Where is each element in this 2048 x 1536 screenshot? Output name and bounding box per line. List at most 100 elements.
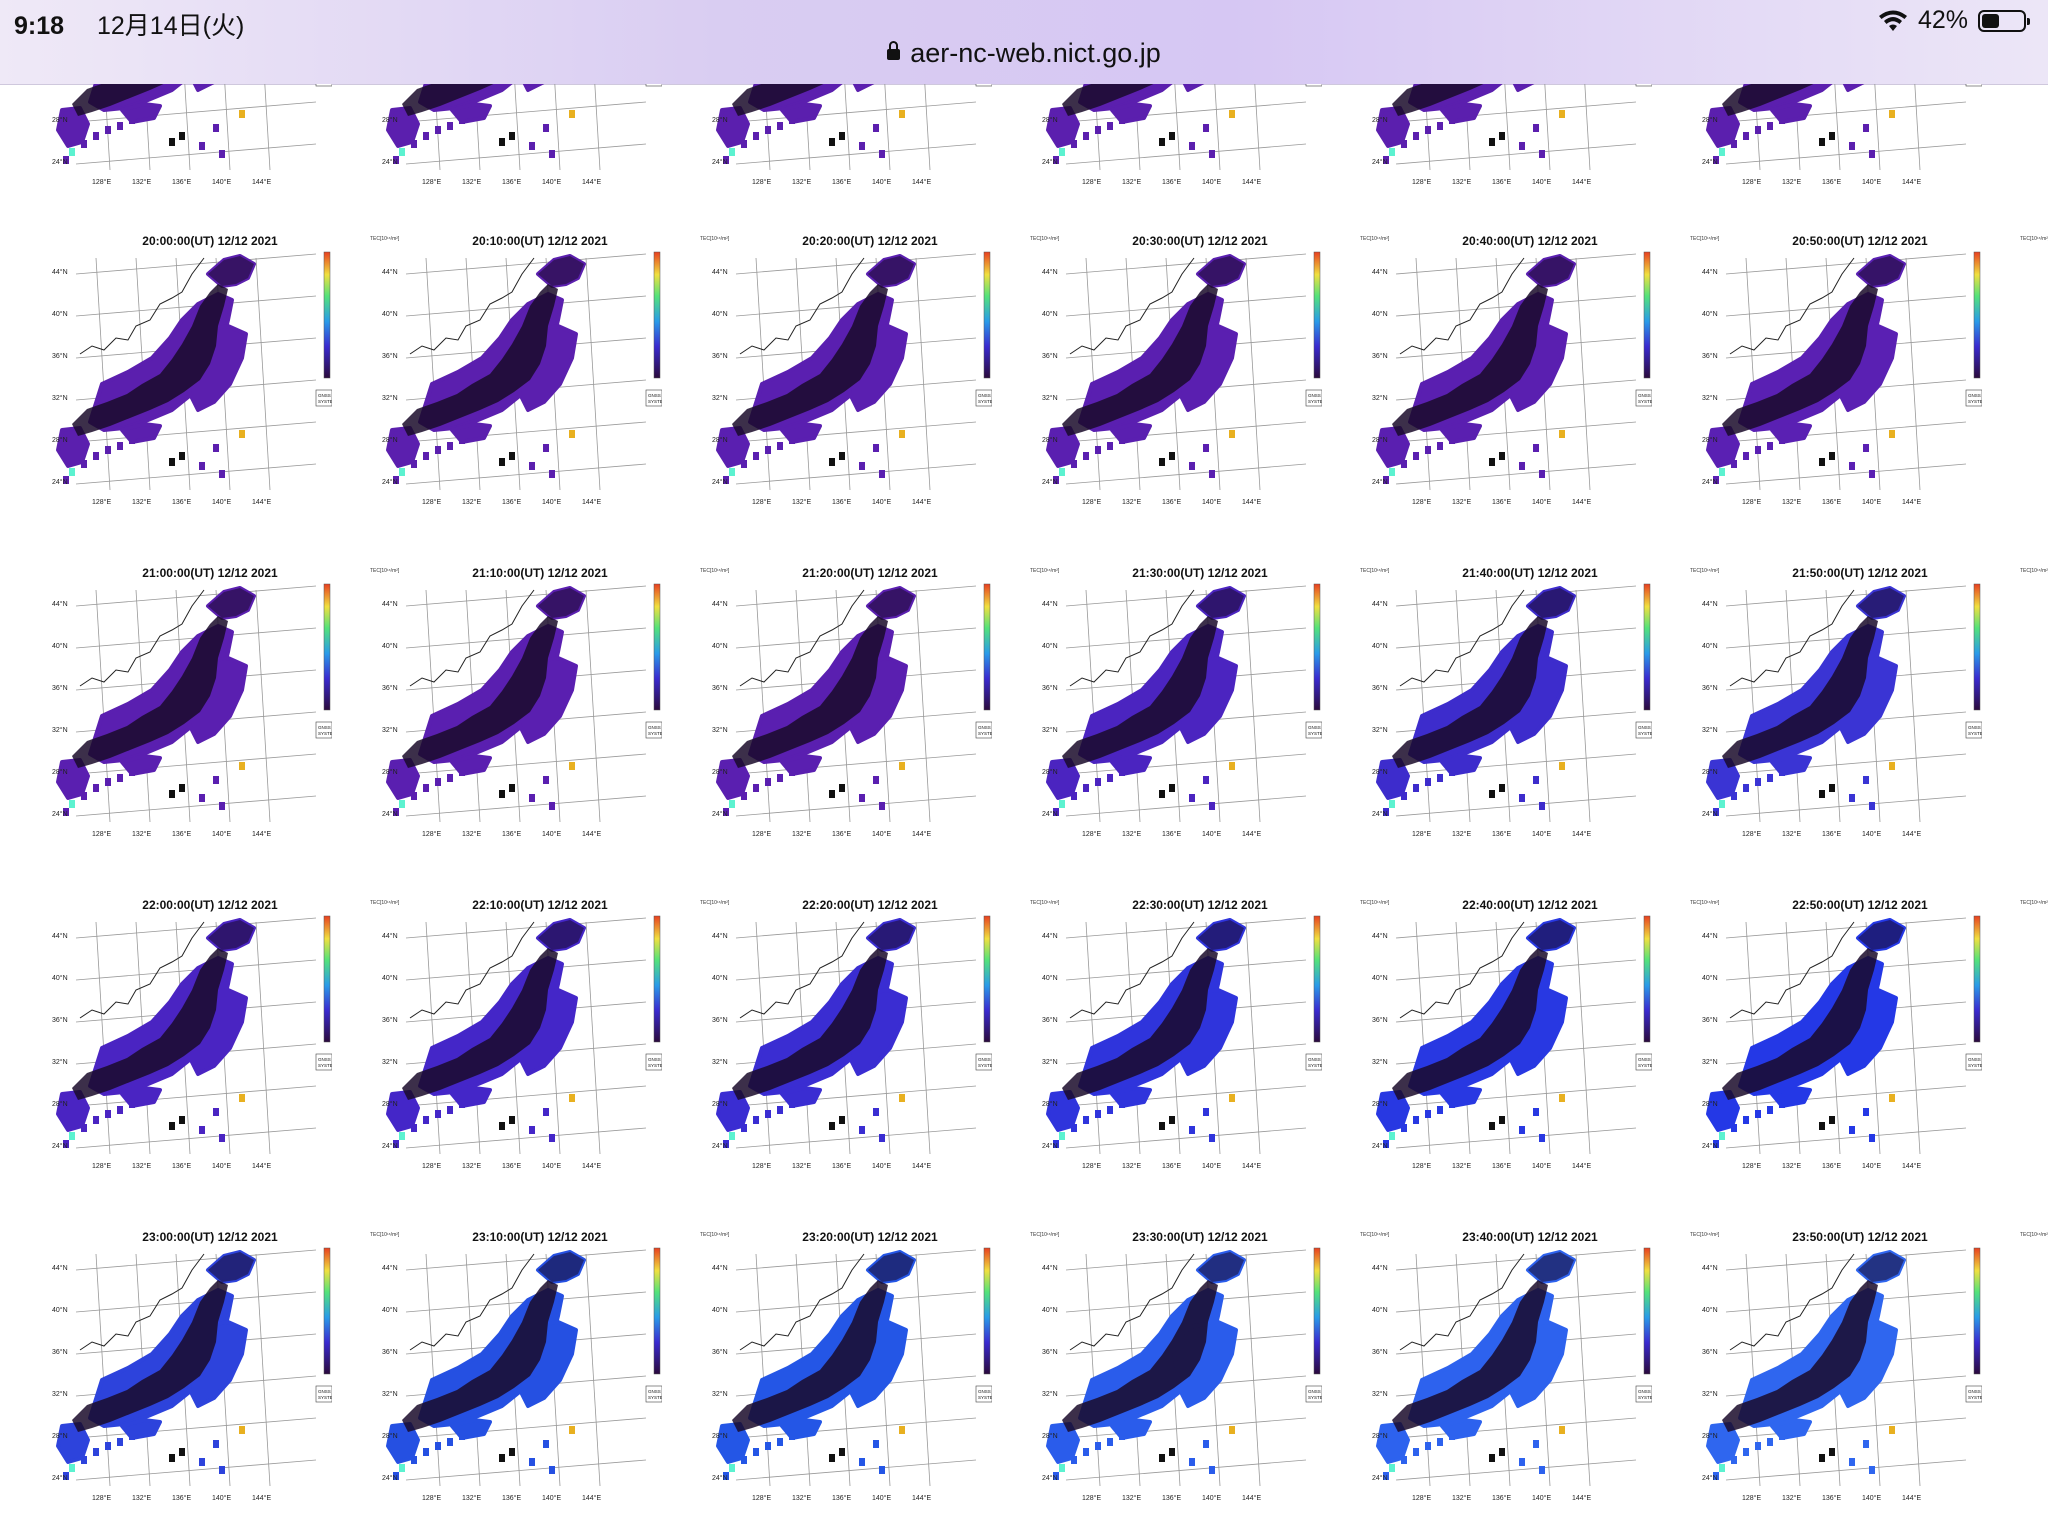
lon-label: 128°E bbox=[92, 1162, 111, 1170]
tec-map-panel[interactable]: 21:40:00(UT) 12/12 2021 TEC[10¹⁶/m²] 44°N 4… bbox=[1372, 566, 1719, 856]
lon-gridline bbox=[1245, 1253, 1261, 1487]
panel-title: 20:00:00(UT) 12/12 2021 bbox=[142, 234, 278, 248]
continent-coastline bbox=[79, 1253, 205, 1351]
tec-map-panel[interactable]: 21:50:00(UT) 12/12 2021 TEC[10¹⁶/m²] 44°N 4… bbox=[1702, 566, 2048, 856]
lon-gridline bbox=[264, 84, 271, 171]
tec-map-panel[interactable]: 22:40:00(UT) 12/12 2021 TEC[10¹⁶/m²] 44°N 4… bbox=[1372, 898, 1719, 1188]
tec-map-panel[interactable]: 22:50:00(UT) 12/12 2021 TEC[10¹⁶/m²] 44°N 4… bbox=[1702, 898, 2048, 1188]
tec-map-panel[interactable]: 22:00:00(UT) 12/12 2021 TEC[10¹⁶/m²] 44°N 4… bbox=[52, 898, 399, 1188]
tec-map: 44°N40°N36°N32°N28°N24°N128°E132°E136°E1… bbox=[1372, 84, 1652, 186]
lat-label: 36°N bbox=[52, 1016, 68, 1024]
tec-map-panel[interactable]: TEC[10¹⁶/m²]44°N40°N36°N32°N28°N24°N128°… bbox=[712, 84, 1048, 204]
lon-label: 136°E bbox=[502, 178, 521, 186]
tec-map-panel[interactable]: 20:50:00(UT) 12/12 2021 TEC[10¹⁶/m²] 44°N 4… bbox=[1702, 234, 2048, 524]
lat-label: 36°N bbox=[382, 684, 398, 692]
lat-gridline bbox=[405, 795, 647, 817]
station-marker bbox=[723, 156, 729, 164]
lon-label: 128°E bbox=[92, 830, 111, 838]
lon-gridline bbox=[1575, 589, 1591, 823]
station-marker bbox=[1059, 148, 1065, 156]
station-marker bbox=[81, 1124, 87, 1132]
lat-label: 24°N bbox=[52, 1142, 68, 1150]
lon-label: 136°E bbox=[502, 1162, 521, 1170]
tec-map-panel[interactable]: 20:20:00(UT) 12/12 2021 TEC[10¹⁶/m²] 44°N 4… bbox=[712, 234, 1059, 524]
lat-label: 24°N bbox=[52, 810, 68, 818]
tec-map-panel[interactable]: 23:50:00(UT) 12/12 2021 TEC[10¹⁶/m²] 44°N 4… bbox=[1702, 1230, 2048, 1520]
station-marker bbox=[1413, 784, 1419, 792]
colorbar-unit-label: TEC[10¹⁶/m²] bbox=[2020, 900, 2048, 906]
station-marker bbox=[1071, 1456, 1077, 1464]
tec-map-panel[interactable]: 21:30:00(UT) 12/12 2021 TEC[10¹⁶/m²] 44°N 4… bbox=[1042, 566, 1389, 856]
station-marker bbox=[741, 460, 747, 468]
station-marker bbox=[509, 452, 515, 460]
gnss-system-badge: GNSSSYSTEM bbox=[1635, 1053, 1652, 1071]
tec-map-panel[interactable]: 23:30:00(UT) 12/12 2021 TEC[10¹⁶/m²] 44°N 4… bbox=[1042, 1230, 1389, 1520]
station-marker bbox=[1169, 132, 1175, 140]
lon-label: 128°E bbox=[422, 178, 441, 186]
badge-label: GNSS bbox=[1638, 1057, 1651, 1062]
station-marker bbox=[839, 784, 845, 792]
lon-label: 132°E bbox=[132, 1494, 151, 1502]
station-marker bbox=[859, 1458, 865, 1466]
tec-region bbox=[1440, 1418, 1482, 1440]
station-marker bbox=[1889, 1426, 1895, 1434]
address-bar[interactable]: aer-nc-web.nict.go.jp bbox=[0, 38, 2048, 69]
tec-map-panel[interactable]: 21:20:00(UT) 12/12 2021 TEC[10¹⁶/m²] 44°N 4… bbox=[712, 566, 1059, 856]
station-marker bbox=[729, 148, 735, 156]
tec-region bbox=[852, 84, 875, 92]
badge-label: SYSTEM bbox=[1638, 399, 1652, 404]
station-marker bbox=[69, 1464, 75, 1472]
lat-label: 24°N bbox=[712, 1474, 728, 1482]
lat-label: 36°N bbox=[382, 1016, 398, 1024]
station-marker bbox=[1863, 444, 1869, 452]
tec-map-panel[interactable]: 21:00:00(UT) 12/12 2021 TEC[10¹⁶/m²] 44°N 4… bbox=[52, 566, 399, 856]
tec-map-panel[interactable]: 20:10:00(UT) 12/12 2021 TEC[10¹⁶/m²] 44°N 4… bbox=[382, 234, 729, 524]
tec-colorbar bbox=[983, 583, 991, 711]
tec-map-panel[interactable]: 23:20:00(UT) 12/12 2021 TEC[10¹⁶/m²] 44°N 4… bbox=[712, 1230, 1059, 1520]
tec-map-panel[interactable]: 22:20:00(UT) 12/12 2021 TEC[10¹⁶/m²] 44°N 4… bbox=[712, 898, 1059, 1188]
tec-map-panel[interactable]: 20:30:00(UT) 12/12 2021 TEC[10¹⁶/m²] 44°N 4… bbox=[1042, 234, 1389, 524]
continent-coastline bbox=[739, 921, 865, 1019]
station-marker bbox=[1119, 436, 1125, 444]
station-marker bbox=[789, 768, 795, 776]
station-marker bbox=[1413, 1448, 1419, 1456]
tec-map-panel[interactable]: TEC[10¹⁶/m²]44°N40°N36°N32°N28°N24°N128°… bbox=[52, 84, 388, 204]
hokkaido-landmass bbox=[868, 920, 914, 950]
tec-map-panel[interactable]: 23:00:00(UT) 12/12 2021 TEC[10¹⁶/m²] 44°N 4… bbox=[52, 1230, 399, 1520]
tec-map-panel[interactable]: 21:10:00(UT) 12/12 2021 TEC[10¹⁶/m²] 44°N 4… bbox=[382, 566, 729, 856]
tec-map-panel[interactable]: 22:10:00(UT) 12/12 2021 TEC[10¹⁶/m²] 44°N 4… bbox=[382, 898, 729, 1188]
panel-title: 23:50:00(UT) 12/12 2021 bbox=[1792, 1230, 1928, 1244]
lat-label: 24°N bbox=[1372, 810, 1388, 818]
lat-label: 36°N bbox=[1372, 352, 1388, 360]
lat-gridline bbox=[1395, 253, 1637, 275]
panel-title: 21:50:00(UT) 12/12 2021 bbox=[1792, 566, 1928, 580]
tec-map-panel[interactable]: TEC[10¹⁶/m²]44°N40°N36°N32°N28°N24°N128°… bbox=[1372, 84, 1708, 204]
tec-map-panel[interactable]: TEC[10¹⁶/m²]44°N40°N36°N32°N28°N24°N128°… bbox=[1702, 84, 2038, 204]
lat-label: 28°N bbox=[382, 436, 398, 444]
station-marker bbox=[1107, 442, 1113, 450]
tec-map-panel[interactable]: 20:40:00(UT) 12/12 2021 TEC[10¹⁶/m²] 44°N 4… bbox=[1372, 234, 1719, 524]
tec-map-panel[interactable]: 23:10:00(UT) 12/12 2021 TEC[10¹⁶/m²] 44°N 4… bbox=[382, 1230, 729, 1520]
tec-map-panel[interactable]: 23:40:00(UT) 12/12 2021 TEC[10¹⁶/m²] 44°N 4… bbox=[1372, 1230, 1719, 1520]
station-marker bbox=[1863, 776, 1869, 784]
station-marker bbox=[393, 156, 399, 164]
tec-map-panel[interactable]: TEC[10¹⁶/m²]44°N40°N36°N32°N28°N24°N128°… bbox=[1042, 84, 1378, 204]
tec-region bbox=[1770, 102, 1812, 124]
station-marker bbox=[1229, 110, 1235, 118]
lon-gridline bbox=[255, 921, 271, 1155]
lat-label: 28°N bbox=[1372, 768, 1388, 776]
tec-map-panel[interactable]: 20:00:00(UT) 12/12 2021 TEC[10¹⁶/m²] 44°N 4… bbox=[52, 234, 399, 524]
hokkaido-landmass bbox=[1858, 588, 1904, 618]
station-marker bbox=[1539, 1134, 1545, 1142]
tec-colorbar bbox=[653, 915, 661, 1043]
tec-region bbox=[1770, 754, 1812, 776]
tec-map-grid[interactable]: TEC[10¹⁶/m²] 44°N 40°N 36°N 32°N 28°N 24°N 128°… bbox=[0, 84, 2048, 1536]
lat-label: 32°N bbox=[52, 394, 68, 402]
tec-map-panel[interactable]: 22:30:00(UT) 12/12 2021 TEC[10¹⁶/m²] 44°N 4… bbox=[1042, 898, 1389, 1188]
station-marker bbox=[219, 1134, 225, 1142]
station-marker bbox=[93, 452, 99, 460]
station-marker bbox=[399, 1464, 405, 1472]
tec-map-panel[interactable]: TEC[10¹⁶/m²]44°N40°N36°N32°N28°N24°N128°… bbox=[382, 84, 718, 204]
